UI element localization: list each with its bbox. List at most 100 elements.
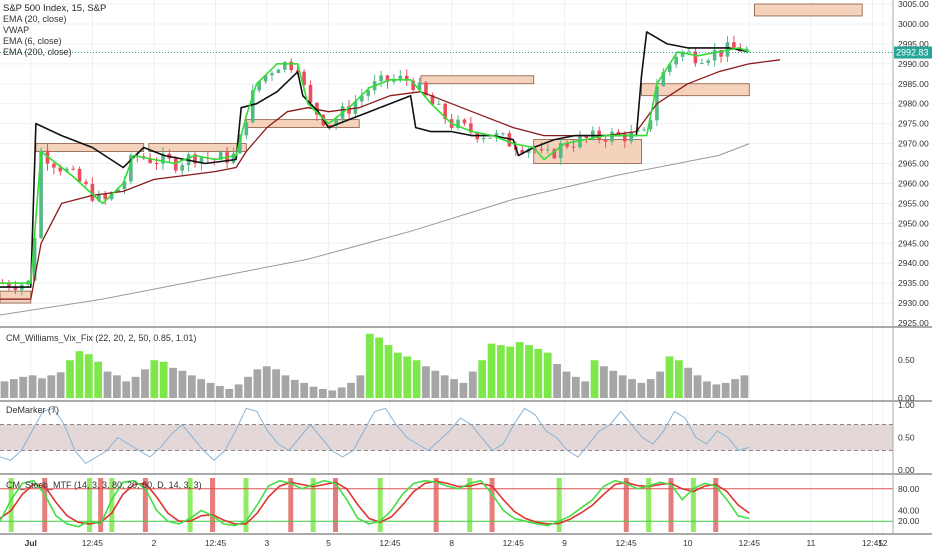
ema200-line [0,143,750,316]
stoch-cross-bar [489,478,495,532]
stoch-tick-label: 40.00 [898,505,920,515]
stoch-k-line [0,479,750,528]
candle-body [456,119,460,128]
wvf-bar [693,375,702,398]
candle-body [610,131,614,142]
stoch-cross-bar [377,478,383,532]
wvf-bar [206,382,215,398]
candle-body [32,238,37,281]
candle-body [7,283,11,288]
price-zone [148,143,247,152]
wvf-bar [365,333,374,398]
candle-body [481,137,486,140]
wvf-bar [534,348,543,398]
wvf-bar [646,379,655,398]
candle-body [719,49,723,57]
candle-body [218,152,223,160]
candle-body [13,287,18,290]
candle-body [404,75,409,81]
stoch-cross-bar [142,478,148,532]
candle-body [546,149,550,151]
candle-body [558,142,563,159]
candle-body [590,130,595,138]
price-tick-label: 2925.00 [898,318,929,328]
price-tick-label: 2935.00 [898,278,929,288]
time-tick-label: 10 [683,538,693,548]
ema6-series [0,59,781,300]
candle-body [238,135,242,154]
wvf-bar [356,375,365,398]
candle-body [116,189,120,193]
candle-body [469,123,473,133]
wvf-bar [422,366,430,398]
ema20-series [0,47,750,284]
stoch-cross-bar [713,478,719,532]
wvf-bar [300,382,309,398]
stoch-tick-label: 20.00 [898,516,920,526]
wvf-bar [178,370,187,398]
wvf-bar [38,378,46,398]
candle-body [276,69,281,74]
wvf-bar [703,381,711,398]
wvf-bar [159,361,168,398]
wvf-bar [740,375,749,398]
time-axis: Jul 12:45 2 12:45 3 5 12:45 8 12:45 9 12:45 10 12:45… [25,538,888,548]
wvf-bar [290,379,299,398]
candle-body [417,82,422,90]
wvf-bar [66,360,74,398]
wvf-bar [319,388,327,398]
candle-body [315,102,319,115]
wvf-bar [262,366,271,398]
candle-body [180,165,184,171]
candle-body [90,183,95,201]
candle-body [603,139,608,142]
candle-body [148,158,152,163]
price-tick-label: 2965.00 [898,159,929,169]
candle-body [199,157,204,164]
price-tick-label: 2940.00 [898,258,929,268]
wvf-bar [553,364,561,398]
wvf-bar [543,352,552,398]
candle-body [443,103,448,120]
wvf-bar [187,375,196,398]
time-tick-label: 8 [449,538,454,548]
candle-body [648,120,653,130]
demarker-tick-label: 0.50 [898,433,915,443]
wvf-bar [131,376,140,398]
candle-body [706,60,711,64]
wvf-bar [75,351,84,398]
price-zone [35,143,145,152]
wvf-bar [684,367,693,398]
demarker-tick-label: 1.00 [898,400,915,410]
candle-body [302,71,306,85]
wvf-bar [440,375,449,398]
wvf-bar [506,346,515,398]
wvf-bar [459,382,468,398]
candle-body [578,135,582,148]
candle-body [77,168,82,182]
time-tick-label: 12:45 [739,538,761,548]
legend-ema200: EMA (200, close) [3,47,72,57]
legend-vwap: VWAP [3,25,29,35]
time-tick-label: 9 [562,538,567,548]
last-price-value: 2992.83 [896,48,929,58]
candle-body [693,51,698,64]
wvf-bar [216,385,224,398]
wvf-bar [525,345,533,398]
price-tick-label: 2995.00 [898,39,929,49]
stoch-cross-bar [209,478,215,532]
wvf-bar [234,384,243,398]
wvf-bar [431,370,440,398]
candle-body [571,146,576,148]
price-zone [754,3,863,17]
wvf-bar [244,376,252,398]
candle-body [39,150,43,239]
candle-body [366,90,371,96]
candle-body [257,81,261,91]
price-tick-label: 2950.00 [898,218,929,228]
candle-body [295,70,300,72]
candle-body [616,131,621,134]
time-tick-label: 12:45 [862,538,884,548]
